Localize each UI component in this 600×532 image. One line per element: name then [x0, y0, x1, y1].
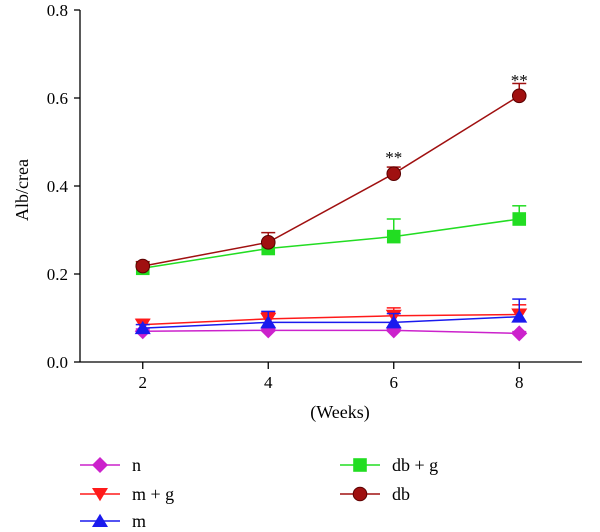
series-line — [142, 315, 520, 329]
legend-label: db + g — [392, 455, 438, 475]
significance-marker: ** — [385, 148, 402, 167]
legend-marker — [92, 513, 108, 527]
data-point — [260, 235, 276, 250]
series-m — [134, 298, 528, 335]
data-point — [511, 88, 527, 104]
series-line — [142, 329, 520, 335]
legend: n m + g m db + g db — [80, 455, 438, 531]
legend-item: m — [80, 511, 146, 531]
data-point — [134, 320, 151, 335]
series-db — [135, 82, 527, 274]
legend-item: m + g — [80, 484, 174, 504]
x-tick-label: 8 — [515, 373, 524, 392]
y-tick-label: 0.2 — [47, 265, 68, 284]
series-db-g — [135, 205, 527, 276]
data-point — [135, 258, 151, 274]
legend-label: db — [392, 484, 410, 504]
legend-item: db + g — [340, 455, 438, 475]
data-point — [386, 166, 402, 181]
legend-label: n — [132, 455, 141, 475]
x-tick-label: 4 — [264, 373, 273, 392]
data-point — [260, 315, 277, 329]
data-point — [512, 212, 527, 226]
data-point — [386, 229, 401, 244]
legend-marker — [352, 486, 368, 502]
legend-label: m + g — [132, 484, 174, 504]
y-tick-label: 0.4 — [47, 177, 69, 196]
y-tick-label: 0.6 — [47, 89, 68, 108]
legend-label: m — [132, 511, 146, 531]
legend-item: n — [80, 455, 141, 475]
data-point — [511, 325, 528, 342]
legend-item: db — [340, 484, 410, 504]
legend-marker — [92, 457, 108, 473]
legend-marker — [92, 488, 108, 502]
legend-marker — [353, 458, 367, 472]
data-point — [511, 309, 528, 323]
y-axis-label: Alb/crea — [12, 159, 32, 221]
data-point — [385, 315, 402, 329]
x-tick-label: 2 — [139, 373, 148, 392]
x-tick-label: 6 — [390, 373, 399, 392]
y-tick-label: 0.8 — [47, 1, 68, 20]
series-layer — [134, 82, 528, 342]
series-line — [142, 95, 520, 267]
axes: 0.0 0.2 0.4 0.6 0.8 2 4 6 8 — [47, 1, 582, 392]
y-tick-label: 0.0 — [47, 353, 68, 372]
series-line — [142, 218, 520, 270]
annotation-layer: ** ** — [385, 71, 528, 167]
x-axis-label: (Weeks) — [310, 402, 370, 423]
series-line — [142, 313, 520, 326]
significance-marker: ** — [511, 71, 528, 90]
